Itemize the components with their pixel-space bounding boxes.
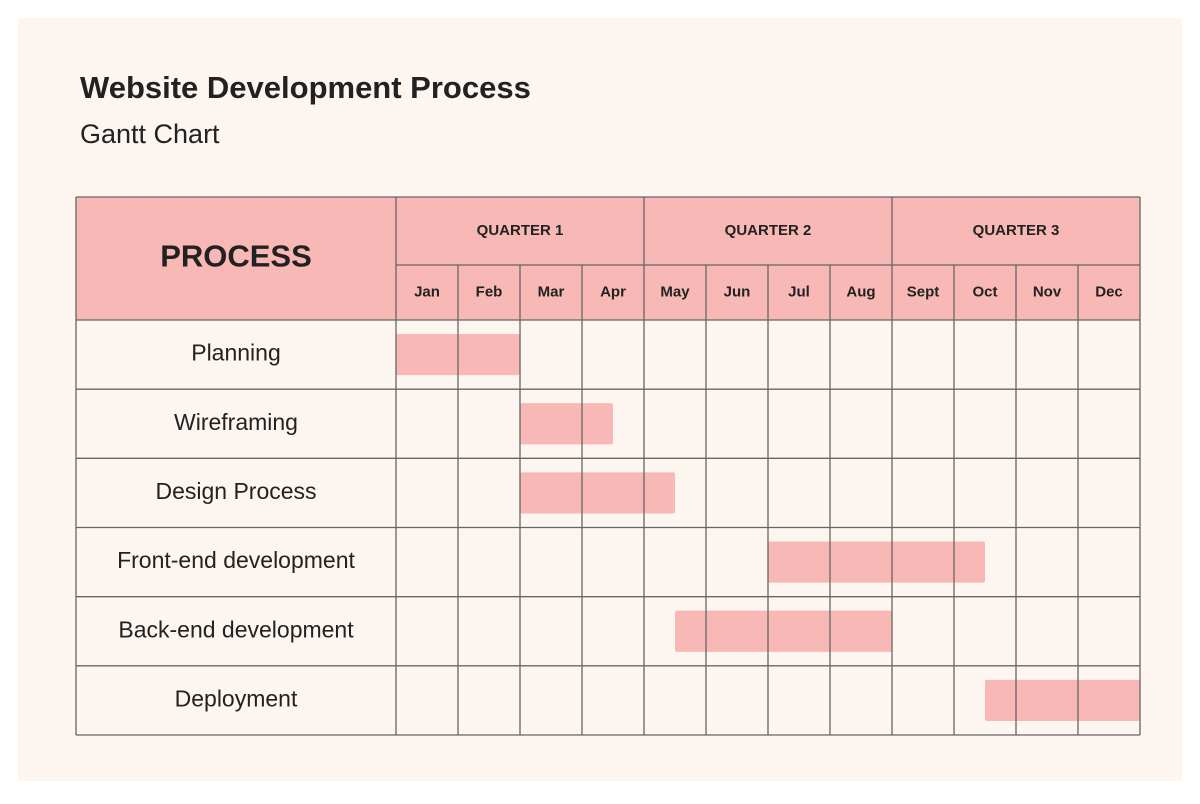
month-label: Oct [972, 283, 997, 300]
task-bar [675, 610, 892, 652]
month-label: Mar [538, 283, 565, 300]
month-label: Aug [846, 283, 875, 300]
quarter-label: QUARTER 2 [725, 222, 812, 239]
quarter-label: QUARTER 3 [973, 222, 1060, 239]
month-label: Jan [414, 283, 440, 300]
month-label: Apr [600, 283, 626, 300]
task-label: Design Process [155, 478, 316, 504]
month-label: May [660, 283, 690, 300]
task-label: Planning [191, 340, 281, 366]
row-header: PROCESS [160, 239, 312, 274]
task-label: Wireframing [174, 409, 298, 435]
month-label: Feb [476, 283, 503, 300]
month-label: Nov [1033, 283, 1062, 300]
chart-subtitle: Gantt Chart [80, 119, 220, 149]
month-label: Jun [724, 283, 751, 300]
task-bar [520, 472, 675, 514]
task-label: Deployment [175, 685, 298, 711]
header-bg [76, 197, 1140, 320]
task-bar [768, 541, 985, 583]
chart-title: Website Development Process [80, 70, 531, 105]
task-label: Back-end development [118, 616, 354, 642]
task-bar [985, 679, 1140, 721]
task-bar [520, 403, 613, 445]
month-label: Dec [1095, 283, 1123, 300]
task-label: Front-end development [117, 547, 355, 573]
month-label: Jul [788, 283, 810, 300]
month-label: Sept [907, 283, 940, 300]
quarter-label: QUARTER 1 [477, 222, 564, 239]
